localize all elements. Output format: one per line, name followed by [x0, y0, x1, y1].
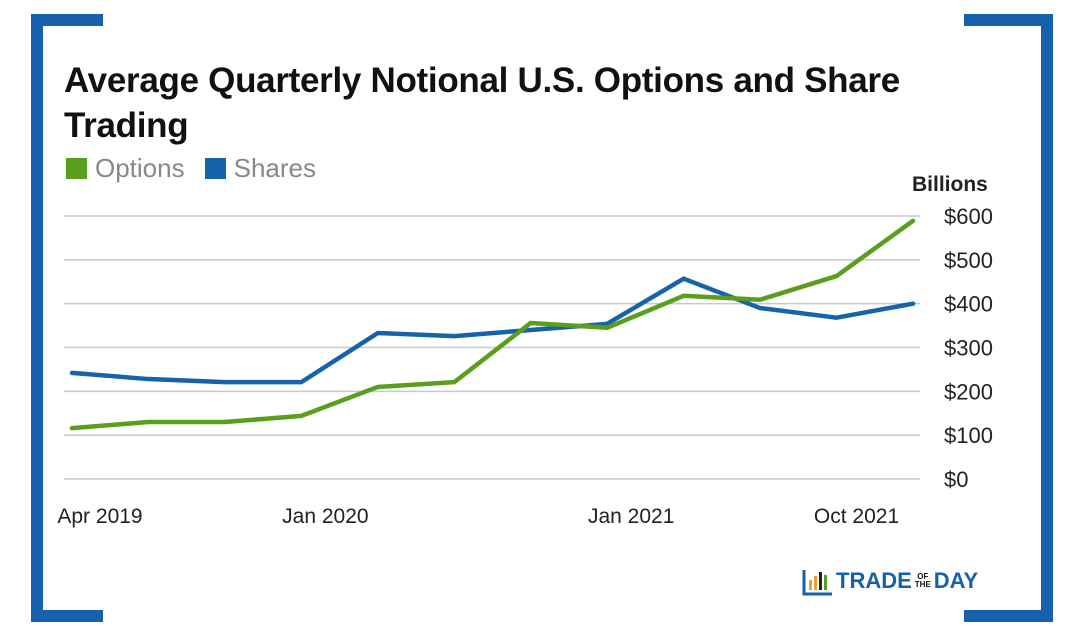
x-tick-label: Jan 2020	[282, 505, 368, 528]
x-tick-label: Jan 2021	[588, 505, 674, 528]
y-tick-label: $300	[944, 336, 993, 361]
y-tick-label: $500	[944, 248, 993, 273]
legend-item-shares: Shares	[204, 153, 316, 184]
frame-bracket-left-bottom	[31, 610, 103, 622]
trade-of-the-day-logo: TRADE OF THE DAY	[802, 566, 978, 596]
frame-bracket-left	[31, 14, 43, 622]
options-swatch	[66, 158, 87, 179]
series-line-options	[69, 218, 916, 431]
logo-text-day: DAY	[933, 568, 979, 593]
logo-text-trade: TRADE	[836, 568, 912, 593]
legend-label-options: Options	[95, 153, 185, 183]
frame-bracket-right	[1041, 14, 1053, 622]
logo-the: THE	[914, 580, 931, 589]
logo-of: OF	[917, 572, 929, 581]
y-tick-label: $100	[944, 423, 993, 448]
y-axis-label: Billions	[912, 173, 988, 196]
legend: Options Shares	[66, 153, 328, 184]
x-tick-label: Apr 2019	[57, 505, 142, 528]
chart-title: Average Quarterly Notional U.S. Options …	[64, 61, 900, 145]
logo-chart-icon	[802, 570, 832, 596]
x-tick-label: Oct 2021	[814, 505, 899, 528]
shares-swatch	[204, 158, 226, 179]
logo-text-of-the: OF THE	[915, 573, 931, 589]
y-tick-label: $400	[944, 292, 993, 317]
legend-item-options: Options	[66, 153, 185, 184]
y-tick-label: $200	[944, 379, 993, 404]
frame-bracket-right-top	[964, 14, 1053, 26]
y-tick-label: $0	[944, 467, 968, 492]
y-tick-label: $600	[944, 204, 993, 229]
series-line-shares	[69, 276, 916, 385]
legend-label-shares: Shares	[233, 153, 316, 183]
frame-bracket-left-top	[31, 14, 103, 26]
frame-bracket-right-bottom	[964, 610, 1053, 622]
